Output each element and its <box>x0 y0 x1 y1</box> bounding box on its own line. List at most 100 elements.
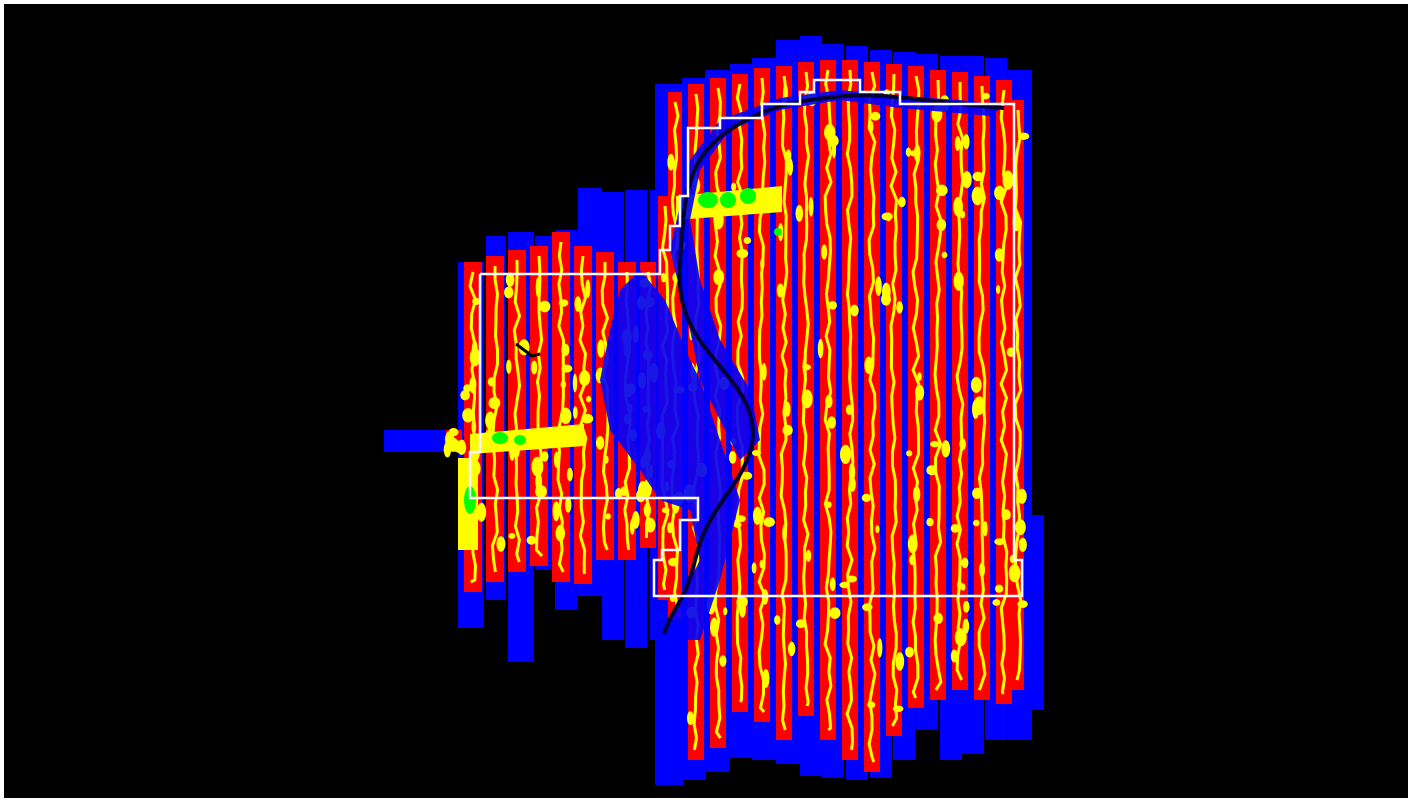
yellow-gap-blotch <box>585 279 591 298</box>
yellow-gap-blotch <box>808 197 814 217</box>
yellow-gap-blotch <box>870 111 881 121</box>
yellow-gap-blotch <box>644 517 656 533</box>
yellow-gap-blotch <box>892 705 904 712</box>
yellow-gap-blotch <box>1015 519 1026 536</box>
yellow-gap-blotch <box>739 599 746 618</box>
yellow-gap-blotch <box>668 557 679 567</box>
yellow-gap-blotch <box>471 419 477 434</box>
yellow-gap-blotch <box>954 628 967 647</box>
yellow-gap-blotch <box>462 408 474 423</box>
creek-channel <box>515 342 541 358</box>
yellow-gap-seam <box>534 255 544 558</box>
yellow-gap-blotch <box>597 339 605 358</box>
yellow-gap-blotch <box>526 535 537 545</box>
red-coverage-strip <box>974 76 990 700</box>
yellow-gap-blotch <box>506 359 512 374</box>
yellow-gap-blotch <box>973 519 980 527</box>
yellow-gap-seam <box>1013 109 1023 681</box>
yellow-gap-blotch <box>759 560 764 569</box>
yellow-gap-blotch <box>743 237 752 244</box>
yellow-gap-blotch <box>954 136 961 151</box>
yellow-gap-blotch <box>667 153 675 171</box>
green-overlap-peak <box>464 486 476 514</box>
yellow-gap-blotch <box>910 150 916 157</box>
yellow-gap-blotch <box>558 299 569 307</box>
yellow-gap-blotch <box>960 583 966 591</box>
yellow-gap-blotch <box>531 360 538 375</box>
yellow-gap-blotch <box>970 376 982 393</box>
yellow-gap-blotch <box>995 584 1004 593</box>
yellow-gap-blotch <box>573 406 578 419</box>
yellow-gap-blotch <box>909 554 916 566</box>
yellow-gap-blotch <box>875 276 882 297</box>
yellow-gap-blotch <box>802 357 807 376</box>
yellow-gap-blotch <box>661 507 670 514</box>
yellow-gap-blotch <box>540 451 549 462</box>
yellow-gap-blotch <box>762 669 770 688</box>
yellow-gap-blotch <box>782 424 793 436</box>
yellow-gap-seam <box>977 85 987 691</box>
yellow-gap-blotch <box>875 525 880 534</box>
yellow-gap-blotch <box>719 655 727 667</box>
green-overlap-peak <box>774 228 782 236</box>
yellow-gap-blotch <box>445 431 455 448</box>
yellow-gap-blotch <box>488 397 501 409</box>
yellow-gap-blotch <box>864 356 874 374</box>
survey-boundary-outline <box>468 78 1024 598</box>
yellow-gap-blotch <box>897 196 906 208</box>
yellow-gap-blotch <box>950 649 959 663</box>
red-coverage-strip <box>952 72 968 690</box>
yellow-gap-blotch <box>561 364 573 373</box>
yellow-gap-blotch <box>785 149 792 162</box>
yellow-gap-blotch <box>963 600 970 613</box>
yellow-gap-blotch <box>787 641 796 657</box>
yellow-gap-blotch <box>667 522 673 534</box>
yellow-gap-blotch <box>603 455 609 464</box>
yellow-gap-blotch <box>1017 132 1030 140</box>
yellow-gap-blotch <box>795 619 806 629</box>
yellow-gap-blotch <box>539 300 551 313</box>
yellow-gap-blotch <box>531 456 544 477</box>
yellow-gap-blotch <box>731 182 737 192</box>
yellow-gap-blotch <box>926 517 934 527</box>
yellow-gap-blotch <box>508 532 516 539</box>
green-overlap-peak <box>720 192 736 208</box>
yellow-gap-blotch <box>994 248 1004 262</box>
red-coverage-strip <box>552 232 570 582</box>
yellow-gap-blotch <box>735 515 746 523</box>
red-coverage-strip <box>798 62 814 716</box>
yellow-gap-blotch <box>761 363 767 381</box>
yellow-gap-blotch <box>552 501 560 522</box>
yellow-gap-blotch <box>962 171 972 189</box>
yellow-gap-blotch <box>751 562 757 574</box>
yellow-crossline-west <box>470 424 584 454</box>
yellow-gap-blotch <box>787 158 794 176</box>
yellow-gap-blotch <box>496 536 506 552</box>
yellow-gap-blotch <box>982 521 988 537</box>
yellow-gap-blotch <box>595 436 605 450</box>
yellow-gap-blotch <box>566 467 573 482</box>
yellow-gap-blotch <box>561 343 570 357</box>
yellow-gap-blotch <box>959 210 966 219</box>
yellow-gap-blotch <box>535 472 543 491</box>
yellow-gap-blotch <box>605 513 611 520</box>
yellow-gap-blotch <box>971 186 984 206</box>
yellow-gap-blotch <box>472 297 480 306</box>
yellow-gap-blotch <box>504 286 514 299</box>
yellow-gap-blotch <box>795 205 804 222</box>
yellow-gap-blotch <box>906 450 913 457</box>
river-channel <box>662 93 1005 635</box>
yellow-gap-blotch <box>485 411 496 430</box>
yellow-gap-blotch <box>896 301 903 314</box>
blue-coverage-strip <box>1030 515 1044 710</box>
yellow-gap-blotch <box>913 144 921 162</box>
yellow-gap-blotch <box>926 465 938 476</box>
yellow-gap-blotch <box>760 258 765 270</box>
yellow-gap-blotch <box>981 92 990 100</box>
yellow-gap-blotch <box>636 489 646 503</box>
yellow-gap-blotch <box>905 147 912 157</box>
yellow-gap-blotch <box>1017 488 1027 504</box>
coverage-map <box>384 36 1044 785</box>
yellow-gap-blotch <box>560 407 572 424</box>
yellow-gap-blotch <box>581 413 594 424</box>
